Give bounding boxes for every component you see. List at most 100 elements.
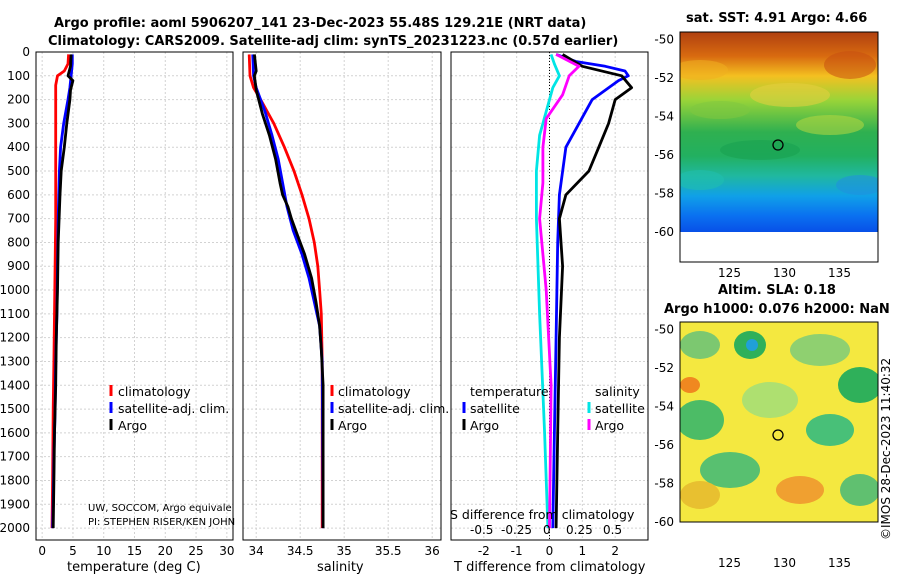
legend-label-satellite: satellite-adj. clim. xyxy=(338,401,449,416)
depth-tick-label: 800 xyxy=(7,235,30,249)
depth-tick-label: 1600 xyxy=(0,426,30,440)
sst-map-title: sat. SST: 4.91 Argo: 4.66 xyxy=(686,11,867,26)
legend-title-temperature: temperature xyxy=(470,384,549,399)
depth-tick-label: 500 xyxy=(7,164,30,178)
legend-label-s-argo: Argo xyxy=(595,418,624,433)
figure-title-line2: Climatology: CARS2009. Satellite-adj cli… xyxy=(48,34,618,49)
lat-tick-label: -58 xyxy=(654,477,674,491)
depth-tick-label: 600 xyxy=(7,188,30,202)
s-difference-label: S difference from climatology xyxy=(450,507,635,522)
lat-tick-label: -56 xyxy=(654,438,674,452)
credit-line1: UW, SOCCOM, Argo equivale xyxy=(88,503,232,514)
x-tick-label: 20 xyxy=(158,544,173,558)
x-tick-label: 0 xyxy=(546,544,554,558)
depth-tick-label: 400 xyxy=(7,140,30,154)
imos-timestamp: ©IMOS 28-Dec-2023 11:40:32 xyxy=(879,358,893,540)
panel-frame xyxy=(450,51,649,541)
difference-legend: temperature salinity satellite Argo sate… xyxy=(462,384,645,433)
depth-tick-label: 1000 xyxy=(0,283,30,297)
x-tick-label: 1 xyxy=(579,544,587,558)
lat-tick-label: -60 xyxy=(654,515,674,529)
series-line-t-satellite xyxy=(551,53,630,529)
legend-label-argo: Argo xyxy=(338,418,367,433)
s-tick: 0.25 xyxy=(566,523,593,537)
figure-title-line1: Argo profile: aoml 5906207_141 23-Dec-20… xyxy=(54,16,586,31)
depth-tick-label: 0 xyxy=(22,45,30,59)
lat-tick-label: -58 xyxy=(654,187,674,201)
credit-line2: PI: STEPHEN RISER/KEN JOHN xyxy=(88,517,235,528)
x-tick-label: 15 xyxy=(127,544,142,558)
x-tick-label: 30 xyxy=(219,544,234,558)
x-tick-label: 0 xyxy=(38,544,46,558)
lat-tick-label: -50 xyxy=(654,323,674,337)
series-line-argo xyxy=(252,54,325,529)
sla-texture xyxy=(680,331,878,509)
depth-tick-label: 1300 xyxy=(0,354,30,368)
sla-map-title-line1: Altim. SLA: 0.18 xyxy=(718,283,836,298)
panel-frame xyxy=(35,51,234,541)
temperature-xlabel: temperature (deg C) xyxy=(67,560,201,575)
series-line-s-satellite xyxy=(535,53,561,529)
depth-tick-label: 1200 xyxy=(0,331,30,345)
panel-frame xyxy=(242,51,442,541)
lat-tick-label: -60 xyxy=(654,225,674,239)
lon-tick-label: 135 xyxy=(828,266,851,280)
x-tick-label: 10 xyxy=(96,544,111,558)
lon-tick-label: 125 xyxy=(718,266,741,280)
sst-map-ticks: 125 130 135 -50 -52 -54 -56 -58 -60 xyxy=(654,33,851,280)
x-tick-label: 36 xyxy=(425,544,440,558)
legend-label-climatology: climatology xyxy=(338,384,411,399)
legend-label-t-argo: Argo xyxy=(470,418,499,433)
depth-tick-label: 200 xyxy=(7,93,30,107)
x-tick-label: 5 xyxy=(69,544,77,558)
x-tick-label: -2 xyxy=(478,544,490,558)
lon-tick-label: 135 xyxy=(828,556,851,570)
depth-tick-label: 2000 xyxy=(0,521,30,535)
lat-tick-label: -52 xyxy=(654,361,674,375)
lon-tick-label: 125 xyxy=(718,556,741,570)
sla-map-title-line2: Argo h1000: 0.076 h2000: NaN xyxy=(664,302,890,317)
x-tick-label: 34.5 xyxy=(287,544,314,558)
s-tick: 0.5 xyxy=(603,523,622,537)
series-line-s-argo xyxy=(538,53,581,529)
sst-texture xyxy=(680,51,878,195)
s-tick: -0.5 xyxy=(470,523,493,537)
sst-blank-area xyxy=(680,232,878,262)
legend-label-climatology: climatology xyxy=(118,384,191,399)
lon-tick-label: 130 xyxy=(773,556,796,570)
argo-location-marker xyxy=(772,429,784,441)
lat-tick-label: -56 xyxy=(654,148,674,162)
series-line-t-argo xyxy=(554,53,633,529)
lat-tick-label: -50 xyxy=(654,33,674,47)
s-difference-ticks: -0.5 -0.25 0 0.25 0.5 xyxy=(470,523,622,537)
x-tick-label: 25 xyxy=(188,544,203,558)
salinity-legend: climatology satellite-adj. clim. Argo xyxy=(330,384,449,433)
lat-tick-label: -52 xyxy=(654,71,674,85)
depth-tick-label: 100 xyxy=(7,69,30,83)
sla-map-frame xyxy=(679,321,879,523)
legend-label-t-satellite: satellite xyxy=(470,401,520,416)
lat-tick-label: -54 xyxy=(654,400,674,414)
depth-tick-label: 1900 xyxy=(0,497,30,511)
depth-tick-label: 1500 xyxy=(0,402,30,416)
temperature-legend: climatology satellite-adj. clim. Argo xyxy=(109,384,229,433)
legend-label-satellite: satellite-adj. clim. xyxy=(118,401,229,416)
s-tick: -0.25 xyxy=(501,523,532,537)
depth-tick-label: 1800 xyxy=(0,473,30,487)
temperature-profile-panel: 0 5 10 15 20 25 30 xyxy=(35,51,234,558)
legend-title-salinity: salinity xyxy=(595,384,640,399)
depth-tick-label: 1700 xyxy=(0,450,30,464)
sla-map-ticks: 125 130 135 -50 -52 -54 -56 -58 -60 xyxy=(654,323,851,570)
depth-axis-labels: 0 100 200 300 400 500 600 700 800 900 1000 1100 1200… xyxy=(0,45,30,535)
salinity-profile-panel: 34 34.5 35 35.5 36 xyxy=(242,51,442,558)
depth-tick-label: 700 xyxy=(7,212,30,226)
x-tick-label: 35 xyxy=(337,544,352,558)
argo-location-marker xyxy=(772,139,784,151)
x-tick-label: -1 xyxy=(511,544,523,558)
series-line-argo xyxy=(51,54,75,529)
series-line-climatology xyxy=(50,54,70,529)
depth-tick-label: 300 xyxy=(7,116,30,130)
sst-map xyxy=(679,31,879,263)
x-tick-label: 2 xyxy=(611,544,619,558)
